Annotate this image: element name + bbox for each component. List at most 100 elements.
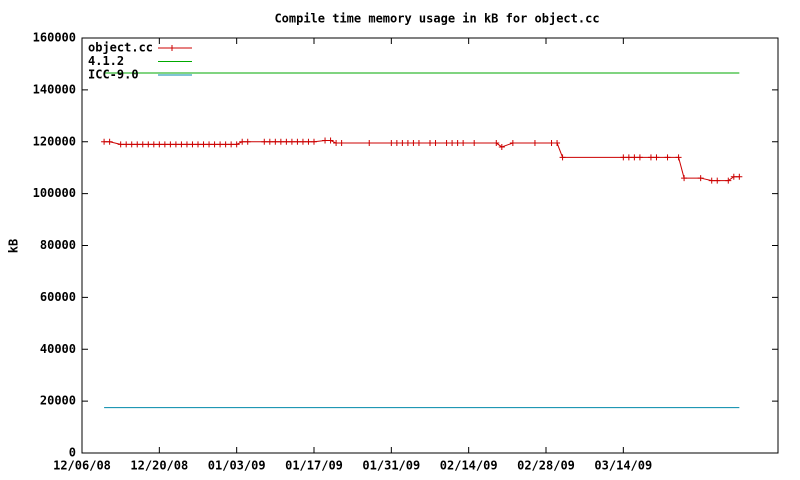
y-tick-label: 40000 (40, 342, 76, 356)
point-marker (228, 141, 235, 148)
point-marker (211, 141, 218, 148)
x-tick-label: 02/28/09 (517, 459, 575, 473)
point-marker (404, 140, 411, 147)
point-marker (244, 138, 251, 145)
y-tick-label: 60000 (40, 290, 76, 304)
x-tick-label: 02/14/09 (440, 459, 498, 473)
point-marker (725, 177, 732, 184)
point-marker (217, 141, 224, 148)
point-marker (189, 141, 196, 148)
point-marker (625, 154, 632, 161)
point-marker (531, 140, 538, 147)
point-marker (714, 177, 721, 184)
point-marker (548, 140, 555, 147)
point-marker (509, 140, 516, 147)
point-marker (647, 154, 654, 161)
point-marker (493, 140, 500, 147)
point-marker (415, 140, 422, 147)
point-marker (559, 154, 566, 161)
point-marker (322, 137, 329, 144)
point-marker (631, 154, 638, 161)
y-tick-label: 140000 (33, 82, 76, 96)
point-marker (172, 141, 179, 148)
point-marker (272, 138, 279, 145)
point-marker (277, 138, 284, 145)
x-tick-label: 12/20/08 (130, 459, 188, 473)
point-marker (294, 138, 301, 145)
point-marker (471, 140, 478, 147)
y-tick-label: 0 (69, 446, 76, 460)
legend-label: ICC-9.0 (88, 68, 139, 82)
point-marker (183, 141, 190, 148)
x-tick-label: 01/31/09 (362, 459, 420, 473)
point-marker (261, 138, 268, 145)
point-marker (736, 173, 743, 180)
point-marker (156, 141, 163, 148)
point-marker (388, 140, 395, 147)
point-marker (675, 154, 682, 161)
point-marker (432, 140, 439, 147)
point-marker (498, 143, 505, 150)
point-marker (449, 140, 456, 147)
chart-title: Compile time memory usage in kB for obje… (274, 12, 599, 26)
point-marker (167, 141, 174, 148)
y-tick-label: 160000 (33, 31, 76, 45)
point-marker (150, 141, 157, 148)
point-marker (106, 138, 113, 145)
x-tick-label: 12/06/08 (53, 459, 111, 473)
x-tick-label: 01/03/09 (208, 459, 266, 473)
point-marker (311, 138, 317, 145)
point-marker (266, 138, 273, 145)
y-tick-label: 100000 (33, 186, 76, 200)
point-marker (460, 140, 467, 147)
y-tick-label: 80000 (40, 238, 76, 252)
point-marker (333, 140, 340, 147)
point-marker (233, 141, 240, 148)
legend-label: object.cc (88, 41, 153, 55)
point-marker (128, 141, 135, 148)
point-marker (366, 140, 373, 147)
point-marker (620, 154, 627, 161)
point-marker (117, 141, 124, 148)
point-marker (283, 138, 290, 145)
point-marker (305, 138, 312, 145)
point-marker (239, 138, 246, 145)
point-marker (708, 177, 715, 184)
point-marker (399, 140, 406, 147)
point-marker (134, 141, 141, 148)
point-marker (327, 137, 334, 144)
point-marker (145, 141, 152, 148)
point-marker (427, 140, 433, 147)
point-marker (206, 141, 213, 148)
point-marker (139, 141, 146, 148)
point-marker (222, 141, 229, 148)
point-marker (178, 141, 185, 148)
y-axis-label: kB (7, 239, 21, 253)
point-marker (288, 138, 295, 145)
y-tick-label: 20000 (40, 394, 76, 408)
point-marker (338, 140, 345, 147)
point-marker (554, 140, 561, 147)
legend-label: 4.1.2 (88, 54, 124, 68)
point-marker (730, 173, 737, 180)
point-marker (653, 154, 660, 161)
point-marker (393, 140, 400, 147)
x-tick-label: 03/14/09 (594, 459, 652, 473)
y-tick-label: 120000 (33, 134, 76, 148)
point-marker (299, 138, 306, 145)
point-marker (664, 154, 671, 161)
point-marker (454, 140, 461, 147)
point-marker (443, 140, 450, 147)
point-marker (161, 141, 168, 148)
point-marker (636, 154, 643, 161)
point-marker (123, 141, 130, 148)
point-marker (195, 141, 201, 148)
point-marker (101, 138, 108, 145)
point-marker (681, 175, 688, 182)
point-marker (410, 140, 417, 147)
point-marker (697, 175, 704, 182)
point-marker (200, 141, 207, 148)
x-tick-label: 01/17/09 (285, 459, 343, 473)
